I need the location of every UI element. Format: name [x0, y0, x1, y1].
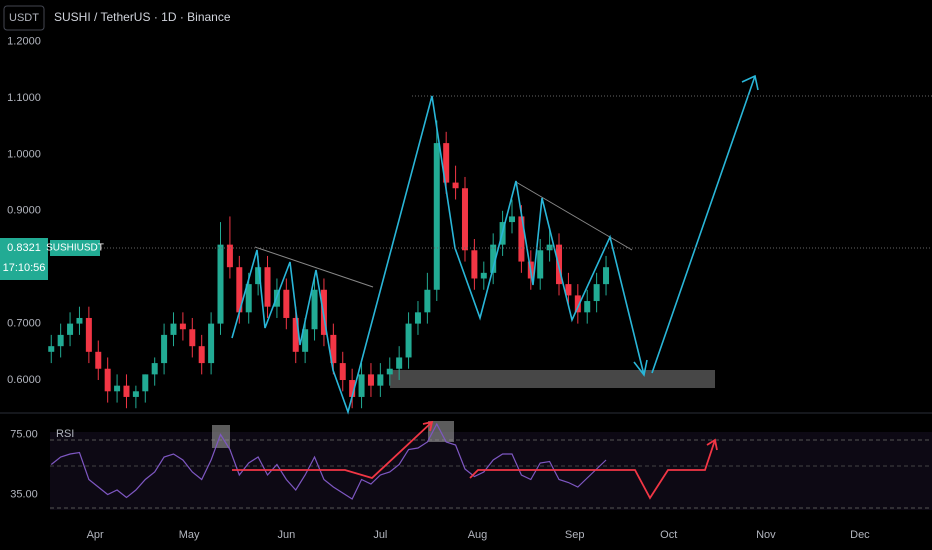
candle-body: [311, 289, 318, 330]
x-tick-label: Nov: [756, 529, 776, 541]
candle-body: [302, 329, 309, 352]
x-tick-label: Sep: [565, 529, 585, 541]
candle-body: [443, 143, 450, 183]
candle-body: [461, 188, 468, 251]
candle-body: [161, 334, 168, 364]
candle-body: [405, 323, 412, 358]
candle-body: [509, 216, 515, 223]
candle-body: [217, 244, 224, 324]
candle-body: [76, 317, 83, 324]
projection-arrow: [651, 75, 756, 374]
symbol-tag-label: SUSHIUSDT: [46, 243, 104, 254]
candle-body: [48, 346, 55, 352]
y-tick-label: 1.0000: [7, 148, 41, 160]
candle-body: [142, 374, 149, 392]
candle-body: [414, 312, 421, 324]
rsi-drawing: [469, 439, 716, 500]
arrow-head: [706, 438, 718, 451]
chart-title: SUSHI / TetherUS · 1D · Binance: [54, 10, 231, 24]
candle-body: [518, 216, 525, 262]
y-tick-label: 0.6000: [7, 374, 41, 386]
y-tick-label: 0.7000: [7, 318, 41, 330]
arrow-head: [741, 74, 759, 91]
candle-body: [574, 295, 581, 313]
candle-body: [433, 143, 440, 290]
symbol-tag: [50, 240, 100, 256]
pattern-zigzag: [231, 95, 645, 415]
candle-body: [67, 323, 74, 335]
support-zone: [390, 370, 715, 388]
y-tick-label: 75.00: [10, 428, 38, 440]
x-tick-label: Jul: [373, 529, 387, 541]
y-tick-label: 1.2000: [7, 35, 41, 47]
candle-body: [452, 182, 459, 189]
candle-body: [584, 301, 591, 313]
candle-body: [198, 346, 205, 364]
candle-body: [57, 334, 64, 347]
candle-body: [490, 244, 497, 273]
candle-body: [85, 317, 92, 352]
candle-body: [236, 267, 243, 313]
candle-body: [292, 317, 299, 352]
candle-body: [593, 284, 600, 302]
candle-body: [424, 289, 431, 313]
candle-body: [104, 368, 111, 392]
y-tick-label: 1.1000: [7, 92, 41, 104]
candle-body: [386, 368, 393, 375]
candle-body: [349, 380, 356, 397]
candle-body: [95, 351, 102, 369]
candle-body: [537, 250, 544, 279]
x-tick-label: Jun: [277, 529, 295, 541]
candle-body: [189, 329, 196, 347]
candle-body: [471, 250, 478, 279]
arrow-head: [633, 359, 648, 377]
candle-body: [264, 267, 271, 307]
x-tick-label: Oct: [660, 529, 677, 541]
symbol-button-label[interactable]: USDT: [9, 12, 39, 24]
x-tick-label: May: [179, 529, 200, 541]
rsi-drawing: [232, 421, 433, 480]
candle-body: [179, 323, 186, 330]
y-tick-label: 35.00: [10, 488, 38, 500]
candle-body: [245, 284, 252, 313]
candle-body: [151, 363, 158, 375]
x-tick-label: Dec: [850, 529, 870, 541]
candle-body: [114, 385, 121, 392]
candle-body: [170, 323, 177, 335]
rsi-line: [50, 422, 607, 500]
candle-body: [132, 391, 139, 397]
candle-body: [480, 272, 487, 279]
x-tick-label: Aug: [468, 529, 488, 541]
candle-body: [367, 374, 374, 386]
candle-body: [396, 357, 403, 369]
trend-line: [254, 246, 374, 288]
x-tick-label: Apr: [87, 529, 104, 541]
candle-body: [330, 334, 337, 364]
candle-body: [377, 374, 384, 386]
last-price-label: 0.8321: [7, 242, 41, 254]
y-tick-label: 0.9000: [7, 205, 41, 217]
candle-body: [208, 323, 215, 364]
trend-line: [515, 181, 633, 251]
rsi-band: [50, 432, 932, 510]
last-price-box: [0, 238, 48, 280]
candle-body: [123, 385, 130, 397]
arrow-head: [422, 420, 434, 432]
symbol-button[interactable]: [3, 5, 45, 31]
candle-body: [255, 267, 262, 285]
candle-body: [603, 267, 610, 285]
countdown-label: 17:10:56: [3, 262, 46, 274]
candle-body: [546, 244, 553, 251]
candle-body: [226, 244, 233, 268]
rsi-title: RSI: [56, 428, 74, 440]
candle-body: [339, 363, 346, 381]
candle-body: [565, 284, 572, 296]
candle-body: [358, 374, 365, 397]
candle-body: [283, 289, 290, 318]
